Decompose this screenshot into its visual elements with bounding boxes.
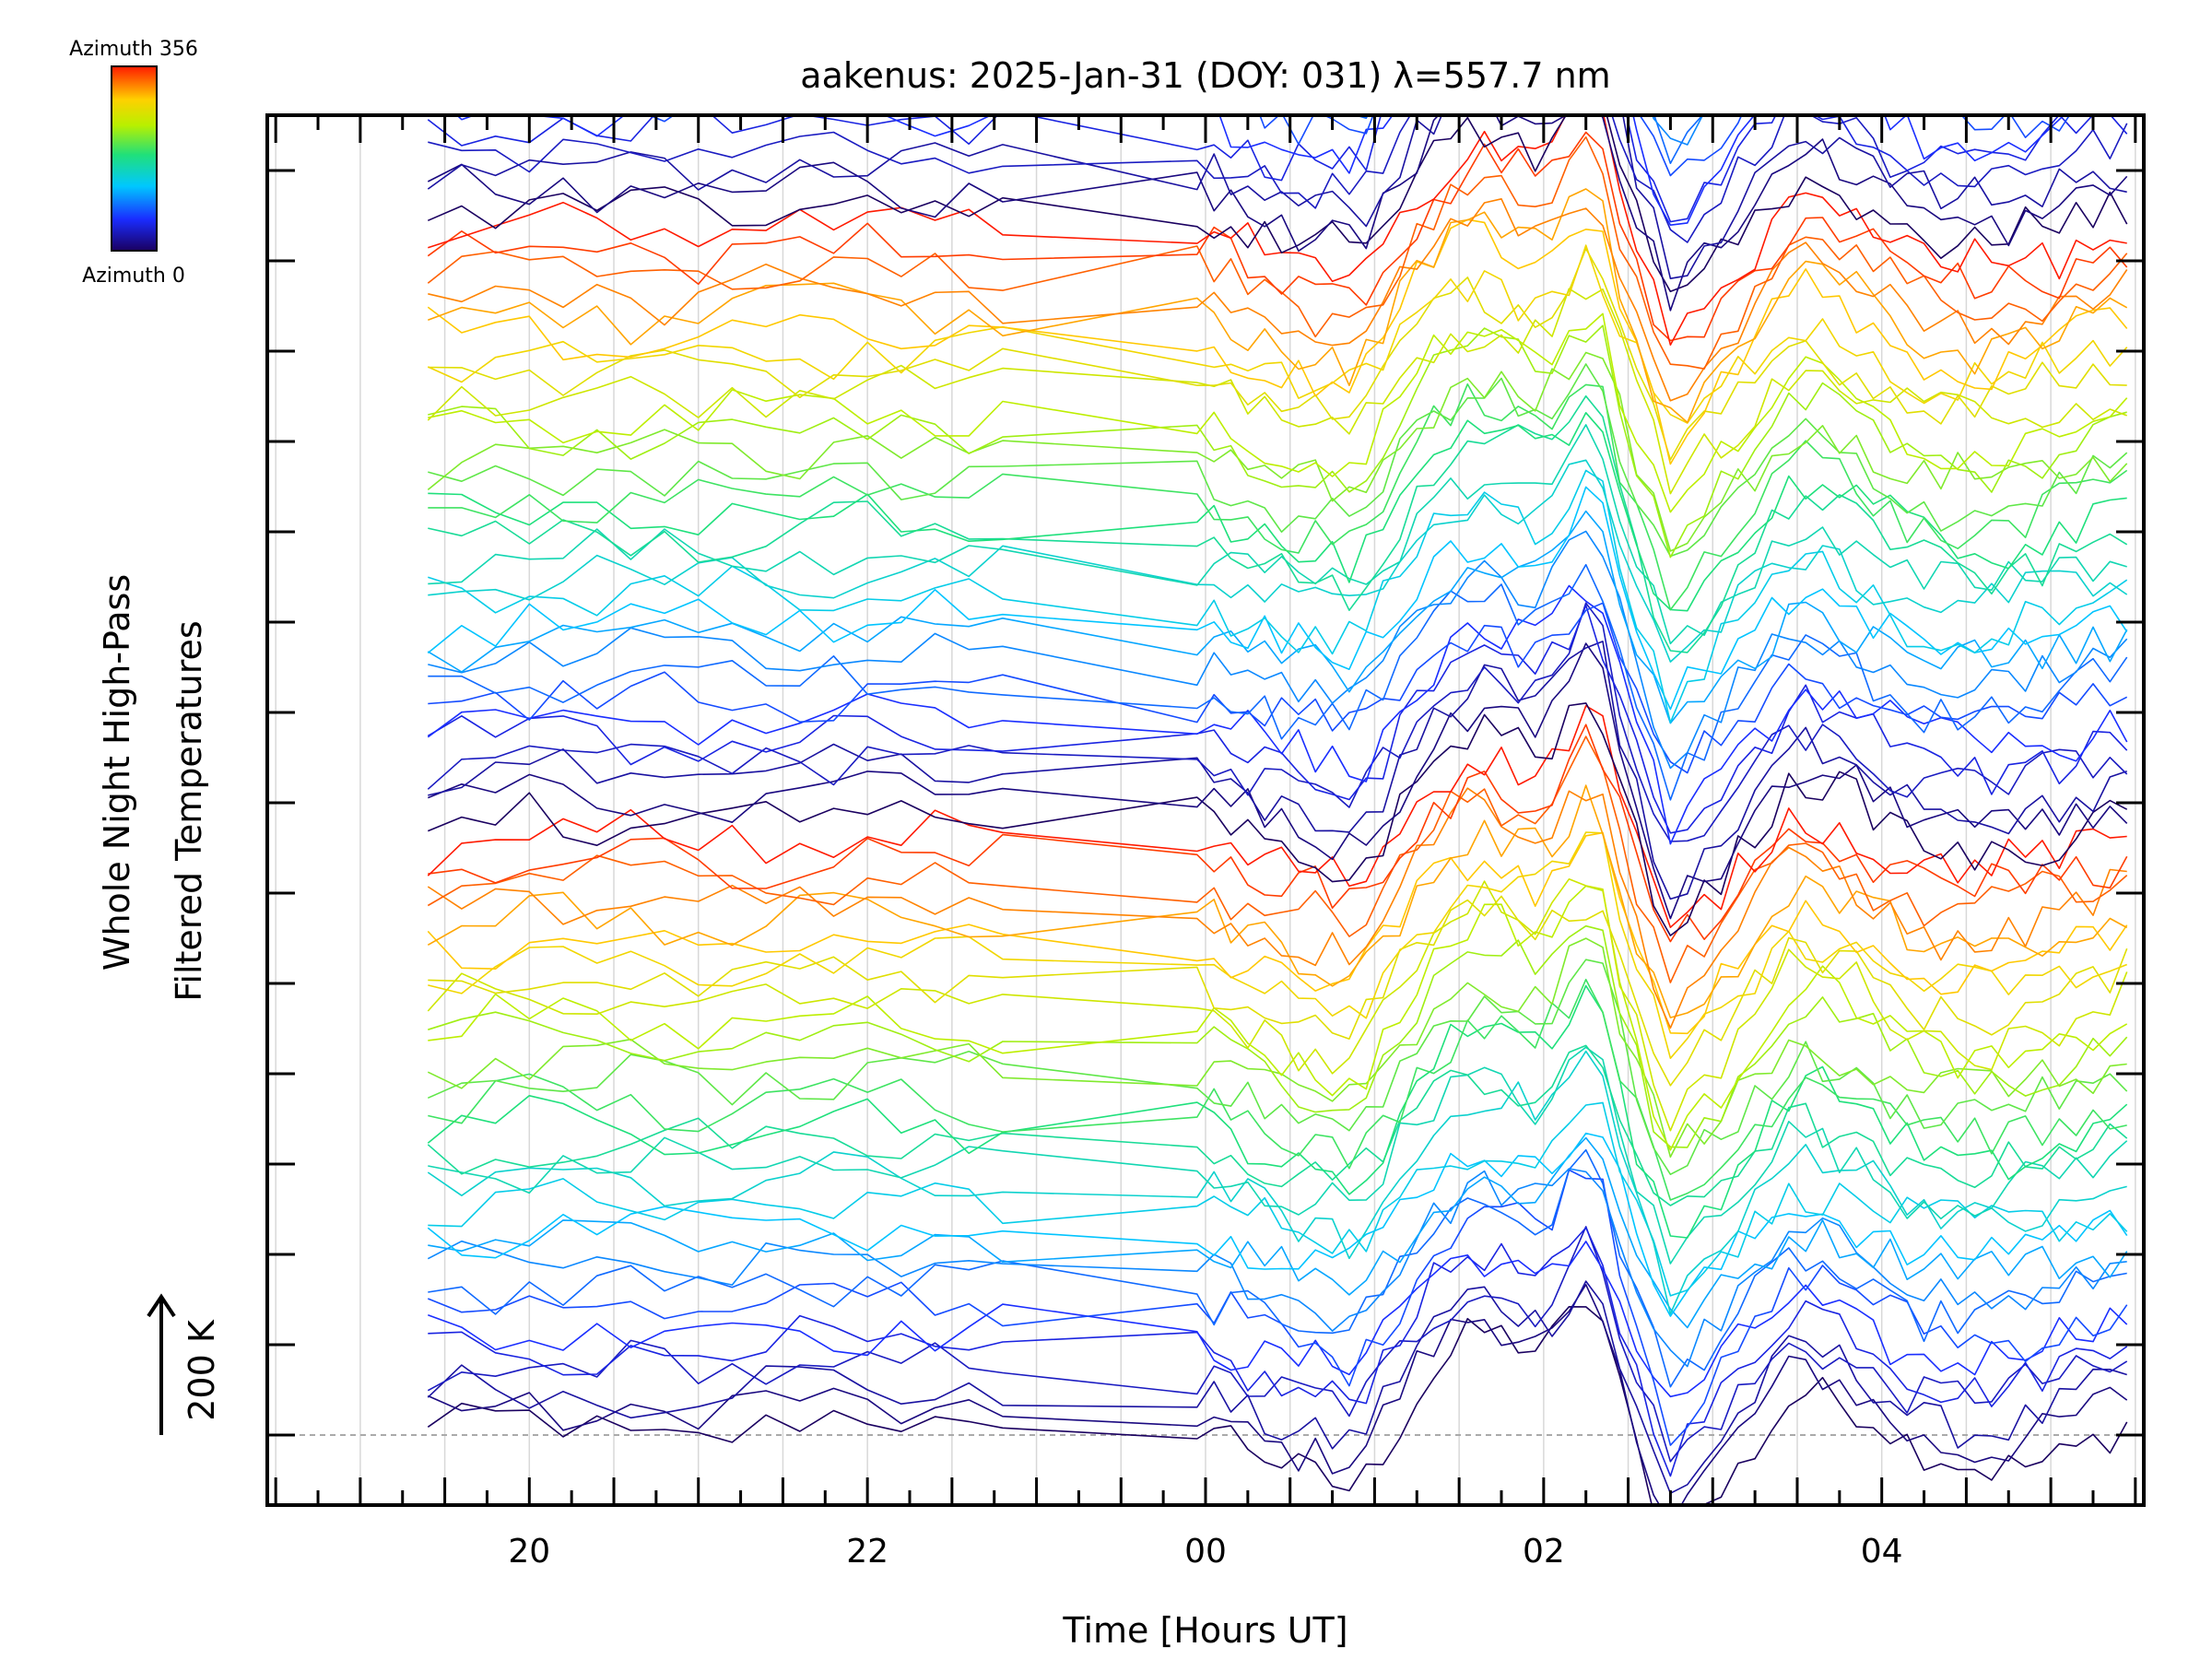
azimuth-series-line xyxy=(428,363,2128,558)
azimuth-series-line xyxy=(427,1284,2128,1505)
azimuth-series-line xyxy=(427,704,2127,929)
azimuth-series-line xyxy=(428,831,2127,1059)
azimuth-series-line xyxy=(427,1280,2127,1494)
azimuth-series-line xyxy=(427,218,2128,465)
azimuth-series-line xyxy=(427,702,2128,936)
azimuth-series-line xyxy=(428,1101,2128,1297)
azimuth-series-line xyxy=(427,244,2128,424)
azimuth-series-line xyxy=(428,1046,2128,1265)
azimuth-series-line xyxy=(427,486,2128,711)
azimuth-series-line xyxy=(427,135,2128,371)
azimuth-series-line xyxy=(427,115,2128,312)
azimuth-series-line xyxy=(428,724,2128,943)
x-tick-label: 04 xyxy=(1861,1533,1903,1571)
azimuth-series-line xyxy=(427,784,2128,1018)
x-tick-label: 20 xyxy=(508,1533,550,1571)
azimuth-series-line xyxy=(428,382,2128,611)
azimuth-series-line xyxy=(427,1168,2127,1368)
azimuth-series-line xyxy=(428,885,2128,1151)
azimuth-series-line xyxy=(428,115,2128,243)
azimuth-series-line xyxy=(427,984,2128,1239)
azimuth-series-line xyxy=(427,735,2128,983)
azimuth-series-line xyxy=(428,459,2128,663)
azimuth-series-line xyxy=(427,959,2128,1175)
azimuth-series-line xyxy=(428,602,2128,774)
azimuth-series-line xyxy=(428,642,2128,920)
azimuth-series-line xyxy=(427,1044,2128,1206)
azimuth-series-line xyxy=(428,1227,2128,1477)
azimuth-series-line xyxy=(427,1050,2127,1315)
azimuth-series-line xyxy=(428,469,2128,724)
colorbar-bottom-label: Azimuth 0 xyxy=(82,265,185,288)
azimuth-series-line xyxy=(428,1148,2127,1388)
scale-label: 200 K xyxy=(182,1319,222,1421)
azimuth-series-line xyxy=(427,604,2128,834)
azimuth-series-line xyxy=(427,602,2128,842)
scale-arrow-head xyxy=(147,1293,176,1318)
azimuth-series-line xyxy=(455,115,2065,226)
azimuth-series-line xyxy=(428,641,2127,900)
colorbar xyxy=(111,65,158,252)
azimuth-series-line xyxy=(427,877,2128,1132)
azimuth-series-line xyxy=(428,924,2128,1148)
azimuth-series-line xyxy=(428,115,2127,347)
azimuth-series-line xyxy=(427,937,2127,1159)
azimuth-series-line xyxy=(428,424,2127,645)
azimuth-series-line xyxy=(428,247,2127,461)
azimuth-series-line xyxy=(428,411,2127,612)
x-tick-labels: 20 22 00 02 04 xyxy=(508,1533,1902,1571)
azimuth-series-line xyxy=(427,584,2128,845)
azimuth-series-line xyxy=(427,787,2127,1030)
azimuth-series-line xyxy=(428,0,2126,40)
azimuth-series-line xyxy=(427,115,2128,293)
x-tick-label: 22 xyxy=(846,1533,888,1571)
azimuth-series-line xyxy=(428,978,2127,1201)
azimuth-series-line xyxy=(427,288,2127,495)
x-tick-label: 02 xyxy=(1523,1533,1565,1571)
azimuth-series-line xyxy=(427,1226,2128,1463)
azimuth-series-line xyxy=(428,895,2128,1087)
y-axis-label-line2: Filtered Temperatures xyxy=(169,620,209,1001)
x-tick-label: 00 xyxy=(1184,1533,1227,1571)
chart-title: aakenus: 2025-Jan-31 (DOY: 031) λ=557.7 … xyxy=(800,55,1610,96)
azimuth-series-line xyxy=(427,131,2128,342)
azimuth-series-line xyxy=(428,530,2128,770)
azimuth-series-line xyxy=(427,115,2127,280)
azimuth-series-line xyxy=(428,198,2128,402)
azimuth-series-line xyxy=(428,188,2128,424)
azimuth-series-line xyxy=(428,1241,2128,1398)
azimuth-series-line xyxy=(428,394,2128,653)
azimuth-series-line xyxy=(427,831,2128,1035)
azimuth-series-line xyxy=(427,510,2128,724)
series-group xyxy=(427,0,2128,1505)
azimuth-series-line xyxy=(427,115,2128,223)
azimuth-series-line xyxy=(427,351,2128,552)
axis-ticks xyxy=(267,115,2144,1505)
azimuth-series-line xyxy=(427,1132,2128,1317)
azimuth-series-line xyxy=(428,1169,2128,1446)
y-axis-label-line1: Whole Night High-Pass xyxy=(97,574,137,971)
azimuth-series-line xyxy=(428,324,2127,559)
azimuth-series-line xyxy=(428,0,2126,20)
gridlines xyxy=(275,115,2136,1505)
azimuth-series-line xyxy=(428,563,2128,801)
azimuth-series-line xyxy=(428,312,2128,513)
colorbar-top-label: Azimuth 356 xyxy=(69,38,198,61)
azimuth-series-line xyxy=(427,1306,2128,1505)
x-axis-label: Time [Hours UT] xyxy=(1062,1610,1347,1651)
